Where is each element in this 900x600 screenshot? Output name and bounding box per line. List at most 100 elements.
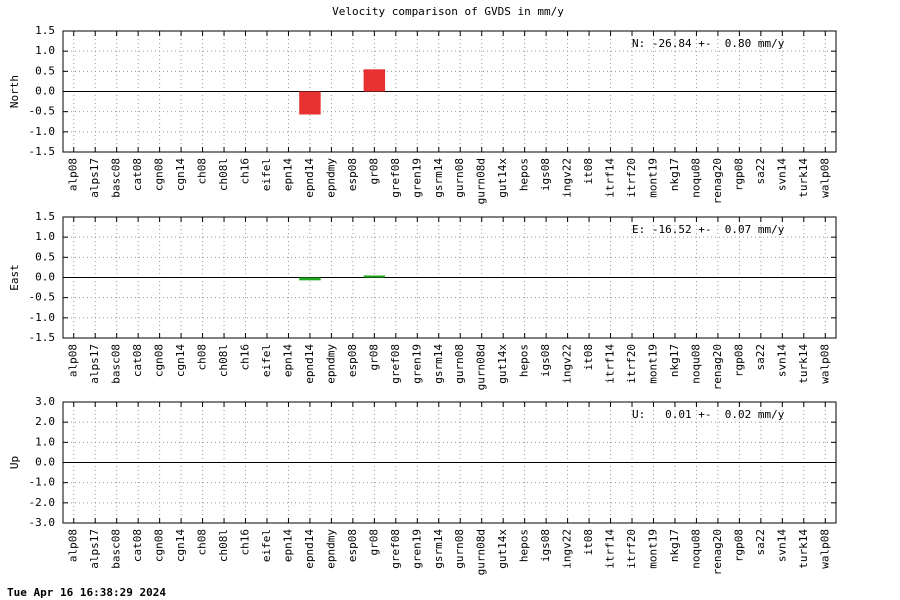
x-tick-label: mont19: [646, 344, 659, 384]
x-tick-label: esp08: [346, 158, 359, 191]
x-tick-label: renag20: [711, 344, 724, 390]
annotation: N: -26.84 +- 0.80 mm/y: [632, 37, 785, 50]
x-tick-label: hepos: [518, 344, 531, 377]
x-tick-label: cgn14: [174, 529, 187, 562]
x-tick-label: walp08: [818, 529, 831, 569]
x-tick-label: basc08: [110, 158, 123, 198]
x-tick-label: gurn08d: [475, 158, 488, 204]
x-tick-label: alps17: [88, 344, 101, 384]
y-tick-label: 1.0: [35, 435, 55, 448]
x-tick-label: walp08: [818, 158, 831, 198]
bar: [363, 69, 386, 92]
y-tick-label: 1.0: [35, 44, 55, 57]
x-tick-label: ch08: [196, 344, 209, 371]
x-tick-label: gurn08d: [475, 529, 488, 575]
y-tick-label: -1.5: [29, 331, 56, 344]
y-tick-label: -1.0: [29, 125, 56, 138]
x-tick-label: epnd14: [303, 344, 316, 384]
x-tick-label: gsrm14: [432, 529, 445, 569]
x-tick-label: itrf14: [604, 158, 617, 198]
x-tick-label: gut14x: [496, 529, 509, 569]
x-tick-label: esp08: [346, 529, 359, 562]
x-tick-label: ch08: [196, 529, 209, 556]
x-tick-label: gr08: [367, 344, 380, 371]
x-tick-label: ingv22: [561, 529, 574, 569]
x-tick-label: epndmy: [324, 529, 337, 569]
x-tick-label: turk14: [797, 529, 810, 569]
x-tick-label: noqu08: [689, 158, 702, 198]
bar: [299, 277, 321, 281]
x-tick-label: ch16: [239, 344, 252, 371]
y-tick-label: 0.0: [35, 85, 55, 98]
x-tick-label: epnd14: [303, 158, 316, 198]
x-tick-label: gut14x: [496, 344, 509, 384]
x-tick-label: hepos: [518, 158, 531, 191]
x-tick-label: itrf14: [604, 344, 617, 384]
x-tick-label: itrf20: [625, 158, 638, 198]
x-tick-label: epn14: [281, 529, 294, 562]
y-tick-label: -2.0: [29, 496, 56, 509]
x-tick-label: svn14: [775, 158, 788, 191]
x-tick-label: sa22: [754, 529, 767, 556]
y-tick-label: 0.5: [35, 250, 55, 263]
x-tick-label: gren19: [410, 158, 423, 198]
x-tick-label: gurn08: [453, 529, 466, 569]
x-tick-label: mont19: [646, 529, 659, 569]
x-tick-label: cat08: [131, 344, 144, 377]
x-tick-label: gren19: [410, 344, 423, 384]
x-tick-label: cat08: [131, 529, 144, 562]
x-tick-label: nkg17: [668, 344, 681, 377]
x-tick-label: gsrm14: [432, 344, 445, 384]
y-tick-label: 2.0: [35, 415, 55, 428]
bar: [299, 91, 321, 115]
x-tick-label: gurn08d: [475, 344, 488, 390]
y-tick-label: -1.0: [29, 311, 56, 324]
x-tick-label: turk14: [797, 344, 810, 384]
x-tick-label: esp08: [346, 344, 359, 377]
annotation: U: 0.01 +- 0.02 mm/y: [632, 408, 785, 421]
y-tick-label: -0.5: [29, 105, 56, 118]
x-tick-label: hepos: [518, 529, 531, 562]
x-tick-label: rgp08: [732, 344, 745, 377]
y-tick-label: -3.0: [29, 516, 56, 529]
x-tick-label: gr08: [367, 529, 380, 556]
x-tick-label: igs08: [539, 529, 552, 562]
x-tick-label: mont19: [646, 158, 659, 198]
x-tick-label: gref08: [389, 529, 402, 569]
y-tick-label: -0.5: [29, 291, 56, 304]
y-tick-label: -1.5: [29, 145, 56, 158]
bar: [363, 275, 386, 278]
x-tick-label: cgn08: [153, 344, 166, 377]
x-tick-label: ch08l: [217, 158, 230, 191]
x-tick-label: rgp08: [732, 529, 745, 562]
y-tick-label: 0.0: [35, 271, 55, 284]
x-tick-label: ingv22: [561, 344, 574, 384]
x-tick-label: alp08: [67, 158, 80, 191]
x-tick-label: epndmy: [324, 158, 337, 198]
x-tick-label: igs08: [539, 158, 552, 191]
x-tick-label: alp08: [67, 529, 80, 562]
x-tick-label: eifel: [260, 158, 273, 191]
x-tick-label: gr08: [367, 158, 380, 185]
x-tick-label: ch16: [239, 158, 252, 185]
x-tick-label: nkg17: [668, 529, 681, 562]
x-tick-label: svn14: [775, 344, 788, 377]
x-tick-label: gurn08: [453, 158, 466, 198]
y-tick-label: 0.5: [35, 64, 55, 77]
y-tick-label: 3.0: [35, 395, 55, 408]
x-tick-label: turk14: [797, 158, 810, 198]
x-tick-label: svn14: [775, 529, 788, 562]
x-tick-label: epn14: [281, 158, 294, 191]
x-tick-label: gut14x: [496, 158, 509, 198]
x-tick-label: alps17: [88, 529, 101, 569]
plot-frame: [62, 216, 837, 339]
timestamp: Tue Apr 16 16:38:29 2024: [7, 586, 166, 599]
y-tick-label: -1.0: [29, 476, 56, 489]
y-tick-label: 0.0: [35, 456, 55, 469]
y-tick-label: 1.0: [35, 230, 55, 243]
plot-frame: [62, 30, 837, 153]
x-tick-label: sa22: [754, 344, 767, 371]
x-tick-label: gref08: [389, 158, 402, 198]
x-tick-label: renag20: [711, 158, 724, 204]
